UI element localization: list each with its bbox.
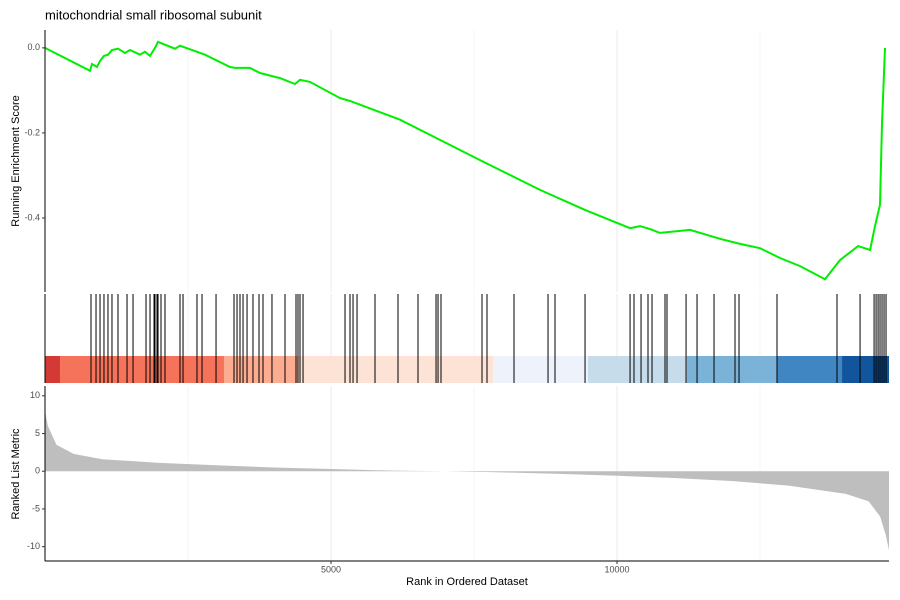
y-axis-title: Ranked List Metric [10, 428, 22, 520]
rank-band [223, 356, 298, 383]
y-tick-label: -0.4 [24, 212, 40, 222]
rank-band [687, 356, 778, 383]
y-tick-label: 0.0 [27, 42, 40, 52]
y-tick-label: 10 [30, 390, 40, 400]
y-tick-label: -10 [27, 541, 40, 551]
y-tick-label: -5 [32, 503, 40, 513]
metric-area [45, 410, 889, 551]
y-axis-title: Running Enrichment Score [10, 95, 22, 226]
rank-band [492, 356, 589, 383]
rank-band [59, 356, 224, 383]
chart-title: mitochondrial small ribosomal subunit [45, 7, 262, 22]
rank-band [777, 356, 843, 383]
rank-band [588, 356, 688, 383]
y-tick-label: -0.2 [24, 127, 40, 137]
enrichment-line [44, 40, 886, 281]
rank-band [297, 356, 493, 383]
rank-band [842, 356, 889, 383]
rank-band [45, 356, 60, 383]
y-tick-label: 5 [35, 428, 40, 438]
x-axis-title: Rank in Ordered Dataset [406, 576, 528, 588]
x-tick-label: 10000 [604, 564, 629, 574]
y-tick-label: 0 [35, 466, 40, 476]
x-tick-label: 5000 [321, 564, 341, 574]
